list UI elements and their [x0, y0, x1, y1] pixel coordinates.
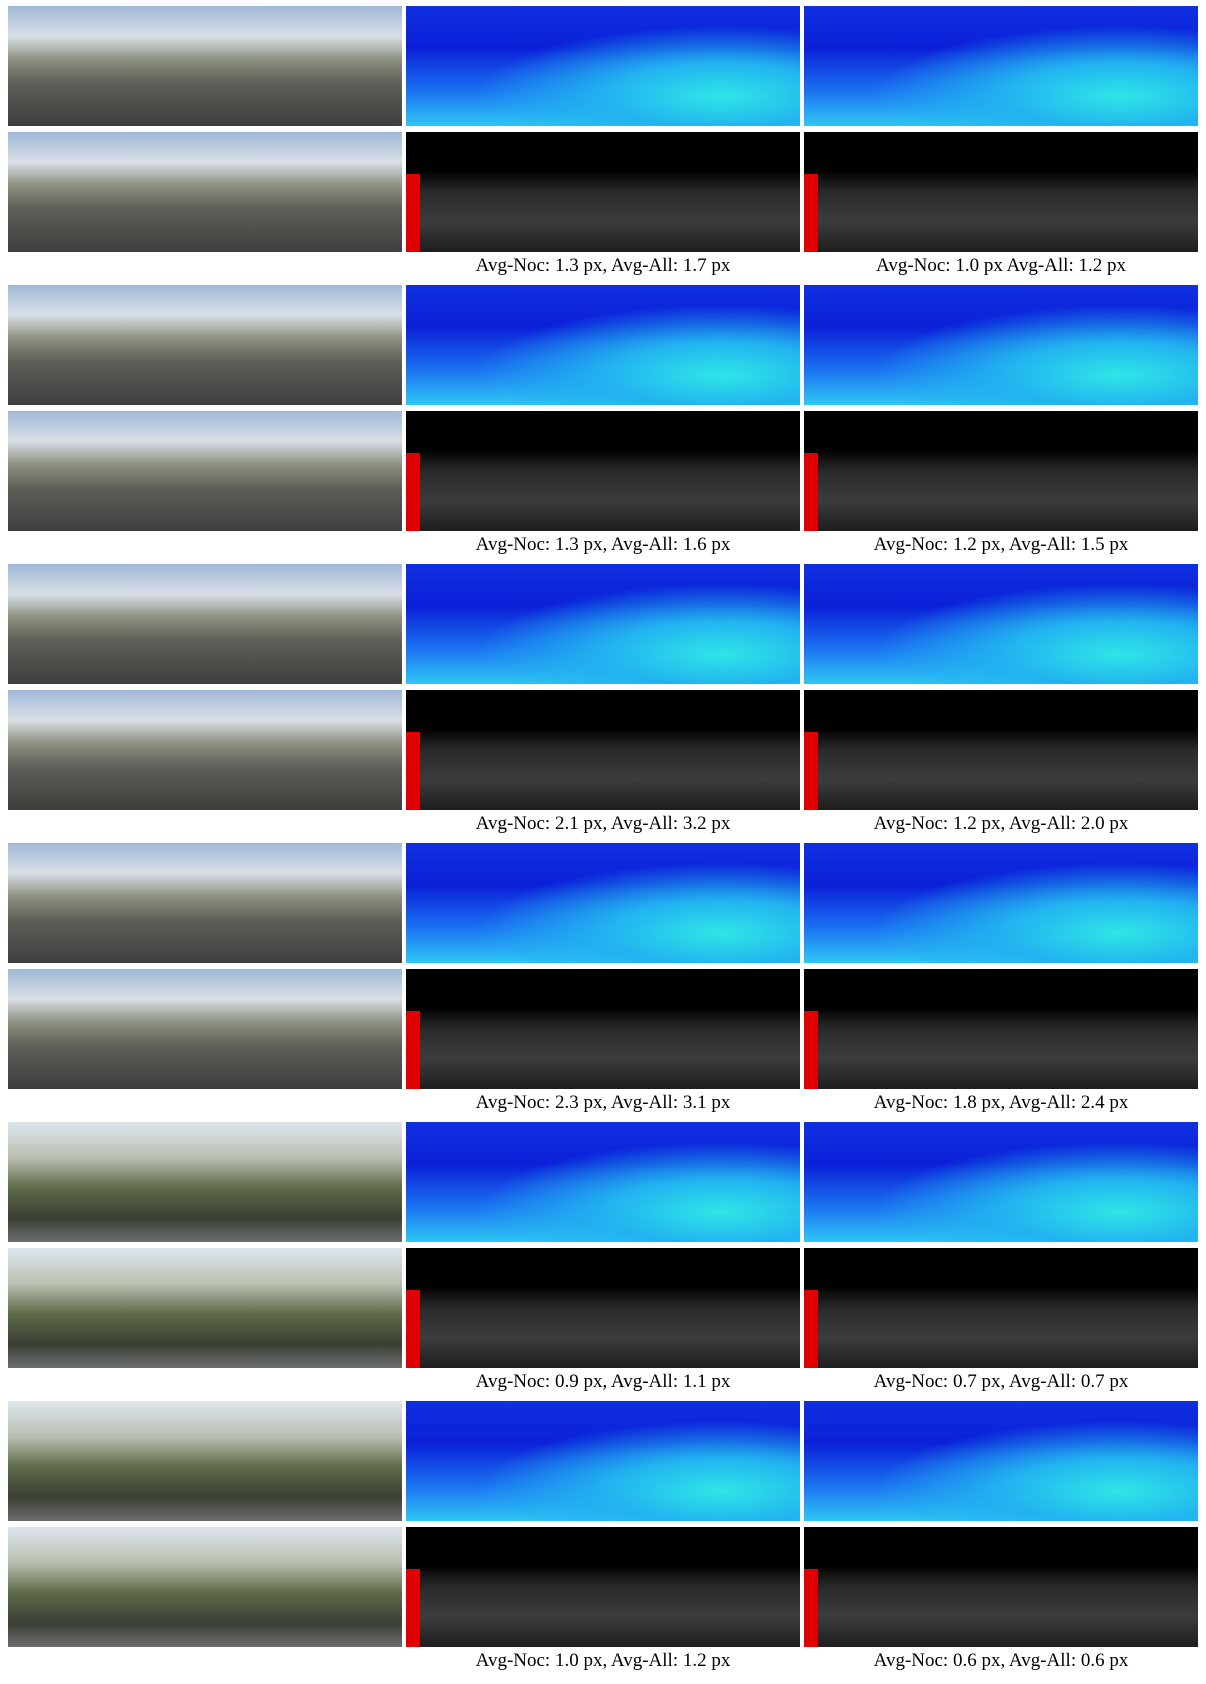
disparity-map	[804, 1122, 1198, 1242]
right-image	[8, 1248, 402, 1368]
right-image	[8, 1527, 402, 1647]
caption: Avg-Noc: 1.8 px, Avg-All: 2.4 px	[804, 1092, 1198, 1114]
right-image	[8, 411, 402, 531]
disparity-map	[406, 1122, 800, 1242]
left-image	[8, 843, 402, 963]
disparity-map	[406, 6, 800, 126]
caption: Avg-Noc: 2.3 px, Avg-All: 3.1 px	[406, 1092, 800, 1114]
disparity-map	[804, 6, 1198, 126]
disparity-map	[804, 285, 1198, 405]
error-map	[804, 690, 1198, 810]
right-image	[8, 132, 402, 252]
left-image	[8, 285, 402, 405]
caption: Avg-Noc: 0.9 px, Avg-All: 1.1 px	[406, 1371, 800, 1393]
error-map	[804, 132, 1198, 252]
error-map	[406, 132, 800, 252]
caption: Avg-Noc: 1.0 px Avg-All: 1.2 px	[804, 255, 1198, 277]
caption: Avg-Noc: 1.2 px, Avg-All: 2.0 px	[804, 813, 1198, 835]
error-map	[804, 1248, 1198, 1368]
disparity-map	[406, 564, 800, 684]
disparity-map	[406, 285, 800, 405]
disparity-map	[406, 843, 800, 963]
left-image	[8, 1122, 402, 1242]
figure: Avg-Noc: 1.3 px, Avg-All: 1.7 pxAvg-Noc:…	[0, 0, 1206, 1684]
error-map	[804, 969, 1198, 1089]
error-map	[406, 969, 800, 1089]
disparity-map	[804, 564, 1198, 684]
caption: Avg-Noc: 1.0 px, Avg-All: 1.2 px	[406, 1650, 800, 1672]
error-map	[406, 411, 800, 531]
disparity-map	[406, 1401, 800, 1521]
error-map	[804, 1527, 1198, 1647]
error-map	[406, 1248, 800, 1368]
right-image	[8, 969, 402, 1089]
caption: Avg-Noc: 2.1 px, Avg-All: 3.2 px	[406, 813, 800, 835]
disparity-map	[804, 843, 1198, 963]
left-image	[8, 6, 402, 126]
left-image	[8, 1401, 402, 1521]
error-map	[804, 411, 1198, 531]
caption: Avg-Noc: 0.6 px, Avg-All: 0.6 px	[804, 1650, 1198, 1672]
error-map	[406, 1527, 800, 1647]
left-image	[8, 564, 402, 684]
caption: Avg-Noc: 1.3 px, Avg-All: 1.6 px	[406, 534, 800, 556]
right-image	[8, 690, 402, 810]
caption: Avg-Noc: 1.2 px, Avg-All: 1.5 px	[804, 534, 1198, 556]
error-map	[406, 690, 800, 810]
caption: Avg-Noc: 1.3 px, Avg-All: 1.7 px	[406, 255, 800, 277]
disparity-map	[804, 1401, 1198, 1521]
caption: Avg-Noc: 0.7 px, Avg-All: 0.7 px	[804, 1371, 1198, 1393]
